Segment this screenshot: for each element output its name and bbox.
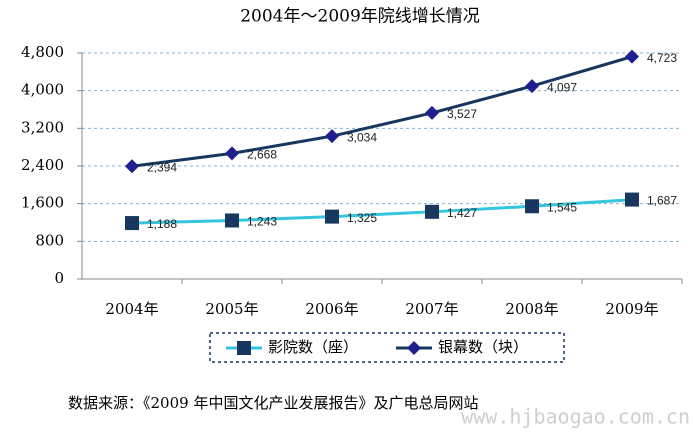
- marker: [325, 129, 339, 144]
- marker: [425, 204, 439, 219]
- value-label: 2,394: [147, 160, 177, 174]
- y-tick-label: 800: [35, 231, 64, 249]
- value-label: 3,527: [447, 107, 477, 121]
- watermark: www.hjbaogao.com.cn: [461, 405, 690, 429]
- x-tick-label: 2009年: [605, 300, 658, 318]
- x-tick-label: 2008年: [505, 300, 558, 318]
- value-label: 4,723: [647, 51, 677, 65]
- value-label: 2,668: [247, 148, 277, 162]
- marker: [625, 192, 639, 207]
- marker: [225, 146, 239, 161]
- y-tick-label: 1,600: [21, 194, 64, 212]
- value-label: 1,687: [647, 194, 677, 208]
- x-tick-label: 2005年: [205, 300, 258, 318]
- value-label: 1,545: [547, 200, 577, 214]
- value-label: 1,325: [347, 211, 377, 225]
- source-note: 数据来源：《2009 年中国文化产业发展报告》及广电总局网站: [68, 394, 478, 412]
- value-label: 1,188: [147, 217, 177, 231]
- x-tick-label: 2004年: [105, 300, 158, 318]
- marker: [325, 209, 339, 224]
- y-tick-label: 2,400: [21, 156, 64, 174]
- y-tick-label: 0: [54, 269, 64, 287]
- x-tick-label: 2007年: [405, 300, 458, 318]
- chart-title: 2004年～2009年院线增长情况: [240, 7, 480, 27]
- y-tick-label: 4,800: [21, 43, 64, 61]
- marker: [425, 105, 439, 120]
- legend-label: 影院数（座）: [268, 338, 358, 356]
- marker: [525, 199, 539, 214]
- value-label: 1,427: [447, 206, 477, 220]
- y-tick-label: 3,200: [21, 118, 64, 136]
- marker: [225, 213, 239, 228]
- marker: [625, 49, 639, 64]
- marker: [525, 79, 539, 94]
- value-label: 3,034: [347, 130, 377, 144]
- marker: [237, 341, 251, 355]
- value-label: 1,243: [247, 215, 277, 229]
- marker: [125, 216, 139, 231]
- series-line: [131, 198, 633, 225]
- value-label: 4,097: [547, 80, 577, 94]
- marker: [125, 159, 139, 174]
- legend-box: [209, 332, 565, 363]
- series-line: [131, 55, 633, 168]
- marker: [407, 341, 421, 355]
- legend-label: 银幕数（块）: [438, 338, 528, 356]
- y-tick-label: 4,000: [21, 81, 64, 99]
- x-tick-label: 2006年: [305, 300, 358, 318]
